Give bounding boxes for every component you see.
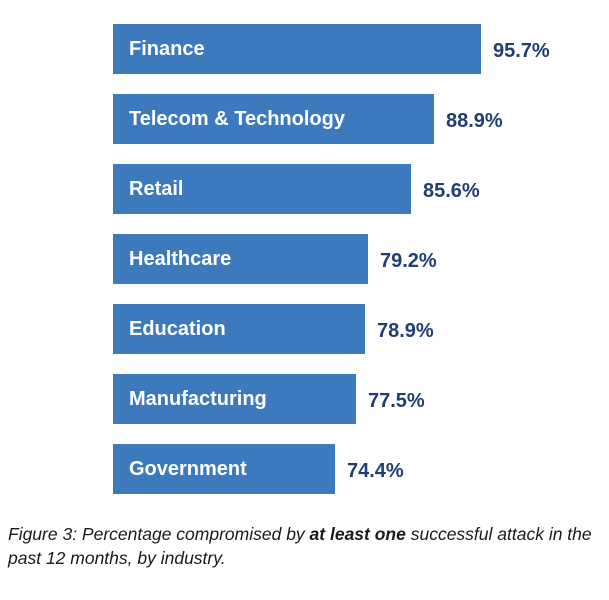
bar-finance: Finance [113,24,481,74]
bar-government: Government [113,444,335,494]
value-label: 79.2% [380,250,437,272]
figure-caption: Figure 3: Percentage compromised by at l… [8,522,603,570]
caption-emphasis: at least one [309,524,406,544]
caption-prefix: Figure 3: Percentage compromised by [8,524,310,544]
category-label: Government [129,458,247,480]
category-label: Education [129,318,226,340]
bar-manufacturing: Manufacturing [113,374,356,424]
bar-telecom-technology: Telecom & Technology [113,94,434,144]
value-label: 74.4% [347,460,404,482]
value-label: 88.9% [446,110,503,132]
bar-healthcare: Healthcare [113,234,368,284]
category-label: Manufacturing [129,388,267,410]
category-label: Healthcare [129,248,232,270]
value-label: 95.7% [493,40,550,62]
category-label: Telecom & Technology [129,108,345,130]
bar-education: Education [113,304,365,354]
bar-retail: Retail [113,164,411,214]
value-label: 77.5% [368,390,425,412]
category-label: Retail [129,178,184,200]
value-label: 85.6% [423,180,480,202]
caption-suffix: successful attack in the past 12 months,… [8,524,592,568]
bar-chart: Finance 95.7% Telecom & Technology 88.9% Ret… [113,24,550,494]
category-label: Finance [129,38,205,60]
value-label: 78.9% [377,320,434,342]
